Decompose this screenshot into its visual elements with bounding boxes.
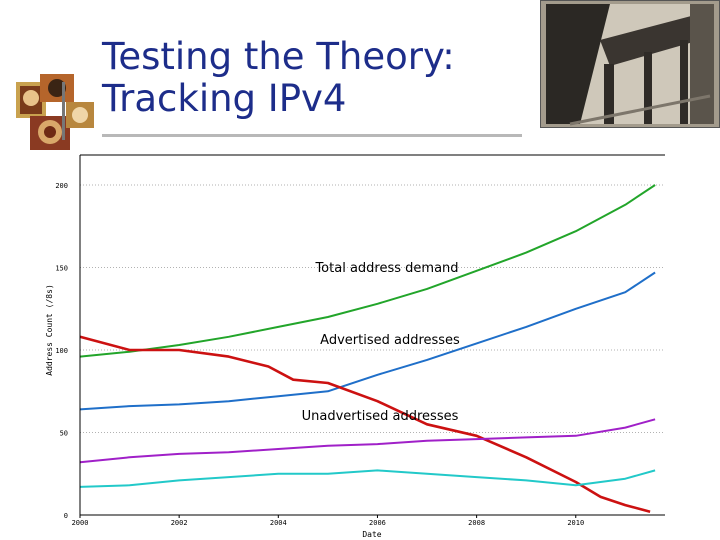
y-axis-label: Address Count (/8s) <box>45 284 54 376</box>
y-tick-label-200: 200 <box>55 182 68 190</box>
series-line-2 <box>79 335 651 513</box>
series-label-advertised: Advertised addresses <box>320 333 460 348</box>
series-line-0 <box>79 184 656 358</box>
y-tick-label-50: 50 <box>60 430 68 438</box>
x-tick-label-2006: 2006 <box>369 519 386 527</box>
grid-lines <box>80 154 665 516</box>
x-tick-label-2002: 2002 <box>171 519 188 527</box>
collage-thumbnails <box>14 72 104 152</box>
series-label-unadvertised: Unadvertised addresses <box>302 409 459 424</box>
series-label-total-demand: Total address demand <box>314 261 458 276</box>
series-line-4 <box>79 469 656 488</box>
x-tick-label-2000: 2000 <box>72 519 89 527</box>
x-tick-label-2010: 2010 <box>567 519 584 527</box>
x-tick-labels: 2000 2002 2004 2006 2008 2010 <box>72 515 584 527</box>
x-axis-label: Date <box>362 530 381 539</box>
x-tick-label-2008: 2008 <box>468 519 485 527</box>
y-tick-labels: 0 50 100 150 200 <box>55 182 68 520</box>
series-line-1 <box>79 271 656 411</box>
y-tick-label-100: 100 <box>55 347 68 355</box>
x-tick-label-2004: 2004 <box>270 519 287 527</box>
y-tick-label-150: 150 <box>55 265 68 273</box>
title-underline <box>102 134 522 137</box>
y-tick-label-0: 0 <box>64 512 68 520</box>
ipv4-chart: 0 50 100 150 200 2000 2002 2004 2006 2008 2010 Da… <box>40 150 665 539</box>
title-line-2: Tracking IPv4 <box>102 77 347 120</box>
title-line-1: Testing the Theory: <box>102 35 455 78</box>
elevated-railway-photo <box>539 0 720 129</box>
series-layer <box>79 184 656 513</box>
slide-title: Testing the Theory: Tracking IPv4 <box>102 36 532 120</box>
series-line-3 <box>79 418 656 464</box>
accent-bar <box>62 82 65 140</box>
